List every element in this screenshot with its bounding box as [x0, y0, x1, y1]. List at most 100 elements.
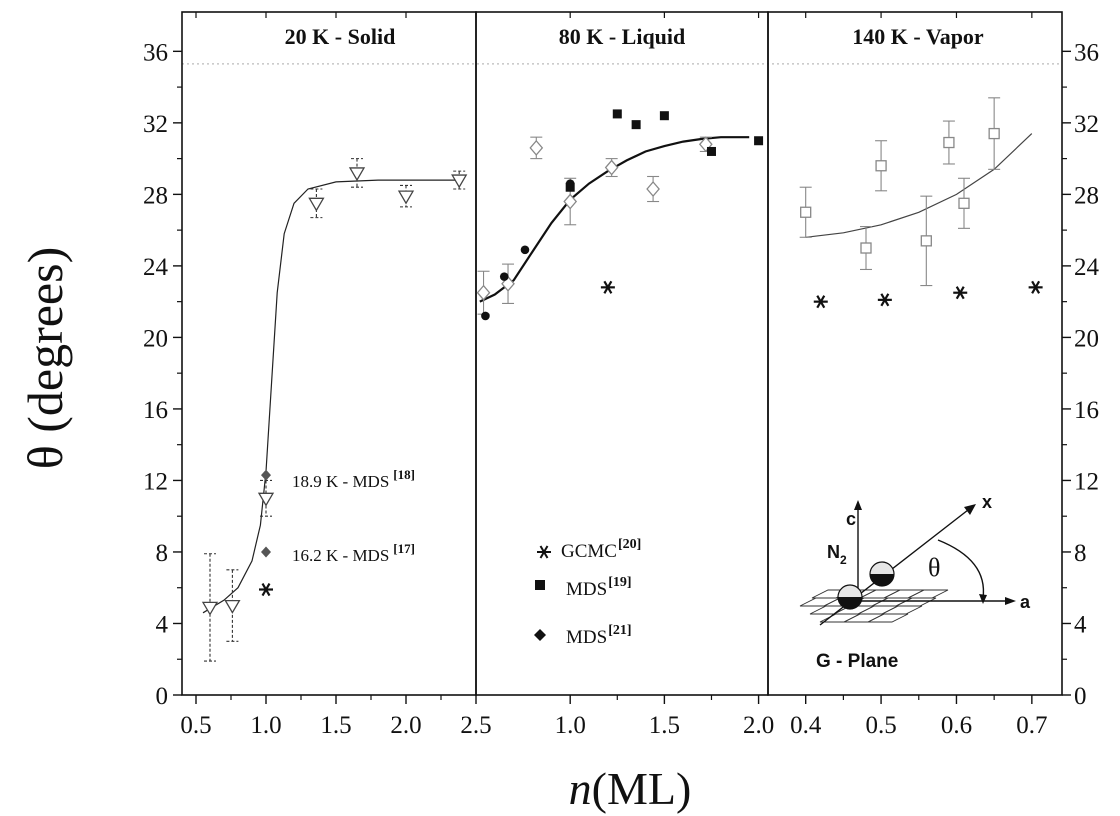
- x-tick-label: 1.0: [250, 712, 281, 739]
- data-point-square: [958, 197, 970, 209]
- series-0-0: [201, 158, 468, 662]
- data-point-square: [860, 242, 872, 254]
- data-point-filled-square: [659, 111, 669, 121]
- legend-label-mds-19: MDS[19]: [566, 575, 632, 600]
- y-tick-label-right: 16: [1074, 397, 1099, 424]
- data-point-triangle: [397, 190, 415, 205]
- x-tick-label: 1.5: [320, 712, 351, 739]
- y-tick-label-left: 36: [143, 39, 168, 66]
- data-point-filled-diamond: [261, 546, 271, 558]
- inset-label-n2: N2: [827, 542, 847, 567]
- data-point-diamond: [563, 193, 578, 210]
- n2-molecule: [837, 561, 895, 610]
- data-point-diamond: [529, 139, 544, 156]
- series-1-3: [481, 179, 575, 321]
- data-point-asterisk: [259, 582, 273, 597]
- y-tick-label-right: 20: [1074, 325, 1099, 352]
- y-tick-label-left: 4: [156, 611, 169, 638]
- graphene-plane: [799, 589, 949, 623]
- a-axis-arrowhead: [1005, 597, 1016, 605]
- x-tick-label: 2.0: [743, 712, 774, 739]
- asterisk-stroke: [816, 295, 826, 309]
- y-tick-label-left: 32: [143, 111, 168, 138]
- data-point-triangle: [348, 167, 366, 182]
- x-axis-arrowhead: [964, 504, 976, 515]
- y-tick-label-right: 36: [1074, 39, 1099, 66]
- inset-label-c: c: [846, 509, 856, 529]
- data-point-filled-circle: [481, 311, 490, 321]
- inset-label-a: a: [1020, 592, 1031, 612]
- legend-label-gcmc: GCMC[20]: [561, 537, 641, 562]
- panel-0: 0.5 1.0 1.5 2.0 2.5: [180, 12, 492, 739]
- x-axis-title: n(ML): [569, 763, 692, 814]
- x-tick-label: 2.5: [460, 712, 491, 739]
- y-tick-label-left: 12: [143, 468, 168, 495]
- data-point-diamond: [604, 159, 619, 176]
- series-0-3: [259, 582, 273, 597]
- data-point-square: [943, 136, 955, 149]
- series-2-0: [799, 97, 1033, 287]
- c-axis-arrowhead: [854, 500, 862, 510]
- data-point-triangle: [201, 601, 219, 616]
- series-1-1: [600, 280, 615, 294]
- data-point-square: [875, 160, 887, 172]
- panel-frame-1: [475, 11, 769, 696]
- data-point-triangle: [224, 599, 241, 614]
- data-point-filled-square: [754, 136, 764, 146]
- x-tick-label: 0.5: [180, 712, 211, 739]
- panel-frame-0: [181, 11, 477, 696]
- data-point-triangle: [451, 174, 468, 189]
- legend: GCMC[20] MDS[19] MDS[21]: [534, 537, 641, 648]
- y-tick-label-right: 0: [1074, 683, 1087, 710]
- y-axis-title: θ (degrees): [17, 247, 73, 469]
- series-2-1: [813, 280, 1043, 309]
- fit-curve: [202, 179, 455, 614]
- y-tick-label-right: 32: [1074, 111, 1099, 138]
- annotation-mds-17: 16.2 K - MDS [17]: [292, 541, 415, 565]
- panel-title-vapor: 140 K - Vapor: [852, 24, 984, 49]
- theta-arc: [937, 539, 985, 599]
- data-point-diamond: [646, 181, 660, 198]
- y-tick-label-left: 16: [143, 397, 168, 424]
- data-point-asterisk: [600, 280, 615, 294]
- legend-marker-mds-21: [534, 629, 546, 641]
- x-tick-label: 0.5: [865, 712, 896, 739]
- y-tick-label-right: 8: [1074, 540, 1087, 567]
- series-0-1: [261, 469, 271, 481]
- legend-label-mds-21: MDS[21]: [566, 623, 632, 648]
- data-point-filled-diamond: [261, 469, 271, 481]
- panel-title-solid: 20 K - Solid: [285, 24, 396, 49]
- series-0-2: [261, 546, 271, 558]
- data-point-square: [800, 206, 812, 218]
- inset-label-x: x: [982, 492, 992, 512]
- x-axis-unit: (ML): [592, 763, 692, 814]
- y-tick-label-right: 4: [1074, 611, 1087, 638]
- data-point-asterisk: [877, 293, 892, 307]
- annotation-mds-18: 18.9 K - MDS [18]: [292, 467, 415, 491]
- x-axis-variable: n: [569, 763, 592, 814]
- panel-title-liquid: 80 K - Liquid: [559, 24, 686, 49]
- data-point-triangle: [308, 197, 325, 212]
- data-point-triangle: [257, 492, 275, 507]
- y-tick-label-left: 24: [143, 254, 169, 281]
- x-tick-label: 0.6: [941, 712, 972, 739]
- legend-marker-mds-19: [535, 580, 545, 590]
- asterisk-stroke: [880, 293, 890, 307]
- data-point-asterisk: [953, 286, 968, 300]
- plot-area: 0 0 4 4 8 8 12 12 16 16 20 20 24 24 28 28 32 32 36 36 0.5 1.0…: [143, 11, 1100, 739]
- panel-1: 1.0 1.5 2.0: [476, 12, 774, 739]
- fit-curve: [805, 133, 1033, 238]
- y-tick-label-left: 20: [143, 325, 168, 352]
- y-tick-label-left: 28: [143, 182, 168, 209]
- data-point-asterisk: [1028, 280, 1043, 294]
- data-point-diamond: [476, 284, 491, 301]
- molecule-orientation-inset: c x a θ N2 G - Plane: [799, 492, 1031, 672]
- data-point-filled-square: [631, 120, 641, 130]
- fit-curve: [479, 136, 750, 303]
- data-point-square: [988, 127, 1000, 140]
- y-tick-label-right: 12: [1074, 468, 1099, 495]
- x-tick-label: 1.5: [649, 712, 680, 739]
- x-tick-label: 0.4: [790, 712, 822, 739]
- inset-label-theta: θ: [928, 553, 940, 582]
